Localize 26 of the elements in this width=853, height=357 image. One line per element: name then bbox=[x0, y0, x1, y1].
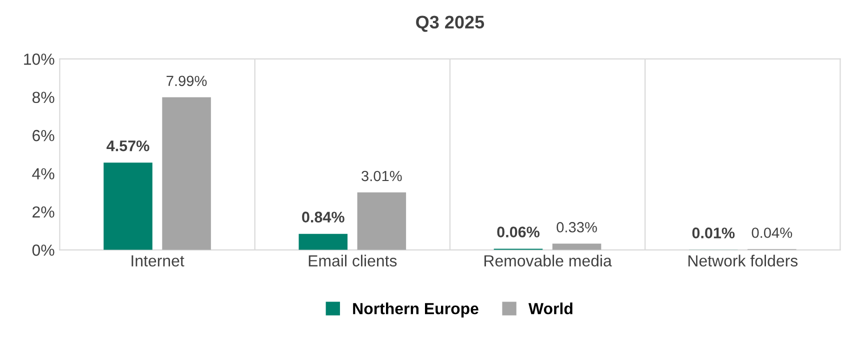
bar bbox=[162, 97, 211, 250]
bar bbox=[357, 192, 406, 250]
y-tick-label: 0% bbox=[32, 244, 54, 256]
y-tick-label: 8% bbox=[32, 92, 54, 104]
bar bbox=[552, 244, 602, 250]
x-tick-label: Network folders bbox=[688, 254, 798, 266]
data-label: 0.06% bbox=[497, 226, 540, 238]
data-label: 4.57% bbox=[106, 140, 150, 152]
data-label: 0.01% bbox=[692, 228, 735, 238]
data-label: 0.04% bbox=[752, 228, 792, 238]
bar bbox=[104, 162, 152, 250]
data-label: 0.84% bbox=[302, 212, 344, 223]
data-label: 0.33% bbox=[556, 222, 597, 232]
data-label: 3.01% bbox=[362, 170, 402, 182]
data-label: 7.99% bbox=[166, 76, 207, 86]
legend-label: Northern Europe bbox=[353, 302, 478, 318]
y-tick-label: 6% bbox=[32, 130, 54, 142]
x-tick-label: Email clients bbox=[308, 254, 397, 266]
y-tick-label: 2% bbox=[32, 206, 54, 218]
x-tick-label: Internet bbox=[132, 255, 184, 266]
x-tick-label: Removable media bbox=[484, 254, 612, 266]
legend-label: World bbox=[528, 302, 572, 314]
chart-title: Q3 2025 bbox=[416, 16, 484, 32]
y-tick-label: 4% bbox=[32, 168, 54, 180]
bar bbox=[298, 234, 348, 250]
y-tick-label: 10% bbox=[24, 54, 54, 65]
